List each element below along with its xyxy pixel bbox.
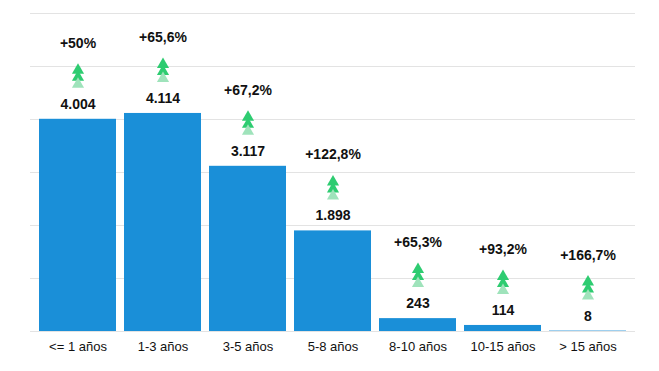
svg-text:4.114: 4.114 [146, 90, 180, 106]
svg-text:3-5 años: 3-5 años [223, 339, 274, 354]
svg-text:+67,2%: +67,2% [224, 82, 272, 98]
svg-text:+93,2%: +93,2% [479, 241, 527, 257]
svg-text:+122,8%: +122,8% [305, 146, 361, 162]
svg-text:+65,6%: +65,6% [139, 29, 187, 45]
svg-text:1-3 años: 1-3 años [138, 339, 189, 354]
svg-text:243: 243 [406, 295, 430, 311]
svg-text:114: 114 [492, 302, 515, 318]
svg-text:+50%: +50% [60, 35, 97, 51]
svg-text:10-15 años: 10-15 años [470, 339, 536, 354]
svg-text:3.117: 3.117 [231, 143, 265, 159]
svg-text:+65,3%: +65,3% [394, 234, 442, 250]
svg-text:8-10 años: 8-10 años [389, 339, 447, 354]
svg-text:8: 8 [584, 308, 592, 324]
svg-text:+166,7%: +166,7% [560, 247, 616, 263]
svg-text:<= 1 años: <= 1 años [49, 339, 107, 354]
svg-text:1.898: 1.898 [315, 207, 350, 223]
svg-text:> 15 años: > 15 años [559, 339, 617, 354]
svg-text:5-8 años: 5-8 años [308, 339, 359, 354]
svg-text:4.004: 4.004 [60, 96, 95, 112]
